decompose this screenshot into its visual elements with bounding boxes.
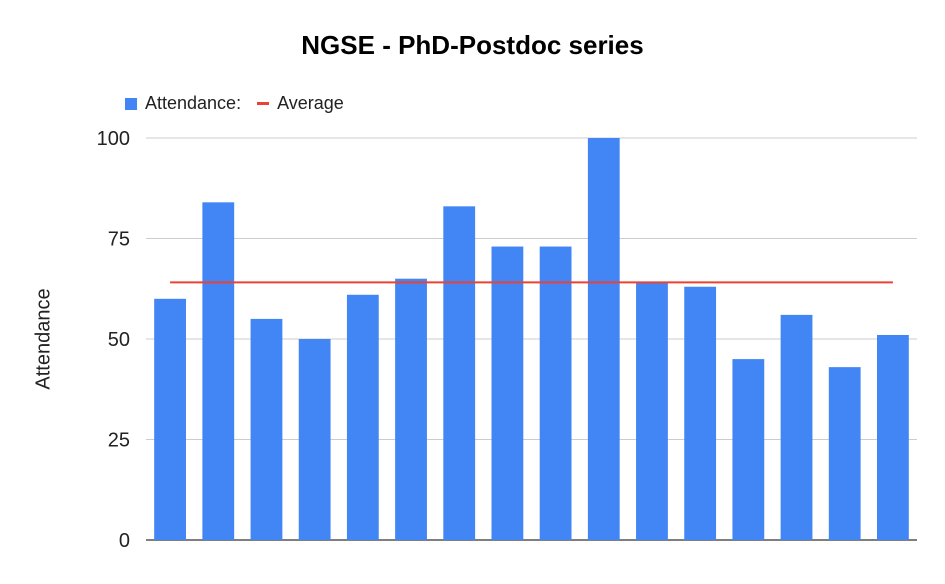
legend-label-attendance: Attendance: bbox=[145, 93, 242, 113]
bars bbox=[154, 138, 909, 541]
y-tick-label: 100 bbox=[97, 128, 130, 150]
y-tick-label: 25 bbox=[108, 430, 130, 452]
y-tick-labels: 0 25 50 75 100 bbox=[97, 128, 130, 552]
legend-label-average: Average bbox=[277, 93, 344, 113]
bar-16[interactable] bbox=[877, 334, 909, 540]
bar-4[interactable] bbox=[298, 339, 331, 540]
bar-5[interactable] bbox=[346, 294, 379, 540]
y-tick-label: 75 bbox=[108, 229, 130, 251]
bar-10[interactable] bbox=[587, 138, 620, 540]
bar-14[interactable] bbox=[780, 314, 813, 540]
bar-8[interactable] bbox=[491, 246, 524, 541]
bar-3[interactable] bbox=[250, 318, 283, 540]
bar-15[interactable] bbox=[828, 367, 861, 540]
legend-swatch-average bbox=[257, 102, 270, 105]
legend-item-attendance[interactable]: Attendance: bbox=[125, 93, 241, 114]
bar-9[interactable] bbox=[539, 246, 572, 541]
legend-swatch-attendance bbox=[125, 97, 137, 110]
chart-title: NGSE - PhD-Postdoc series bbox=[301, 30, 644, 60]
legend: Attendance: Average bbox=[125, 93, 360, 114]
bar-2[interactable] bbox=[202, 202, 235, 540]
bar-12[interactable] bbox=[684, 286, 717, 540]
bar-7[interactable] bbox=[443, 206, 476, 540]
y-tick-label: 50 bbox=[108, 329, 130, 351]
bar-11[interactable] bbox=[636, 282, 668, 540]
bar-13[interactable] bbox=[732, 359, 765, 540]
y-tick-label: 0 bbox=[119, 530, 130, 552]
bar-6[interactable] bbox=[395, 278, 427, 540]
bar-1[interactable] bbox=[154, 298, 186, 540]
legend-item-average[interactable]: Average bbox=[257, 93, 344, 114]
